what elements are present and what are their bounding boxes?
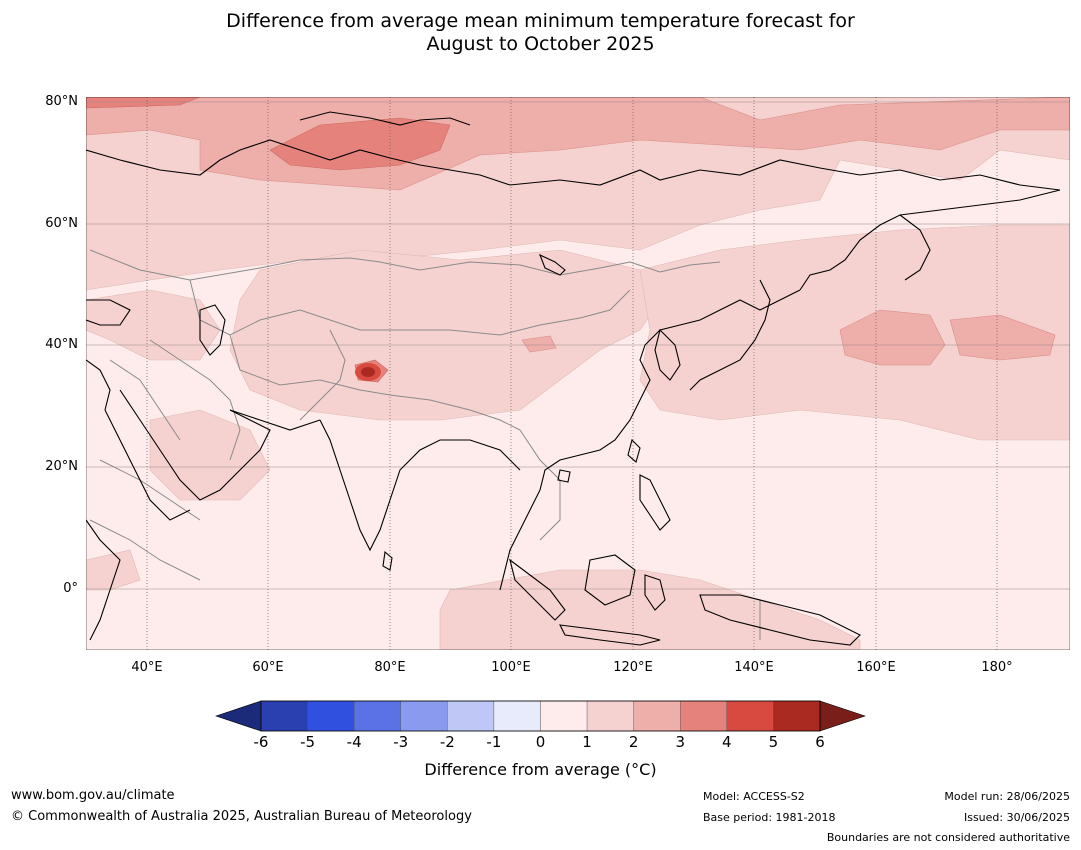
colorbar-tick-label: 3 (675, 733, 686, 751)
colorbar-cell (307, 700, 355, 732)
title-line-1: Difference from average mean minimum tem… (226, 10, 855, 32)
colorbar-cell (447, 700, 495, 732)
footer-model: Model: ACCESS-S2 (703, 790, 805, 803)
colorbar-cell (773, 700, 821, 732)
lon-label-100e: 100°E (491, 660, 531, 675)
colorbar-tick-label: 2 (628, 733, 639, 751)
country-boundaries (89, 249, 761, 640)
lat-label-80n: 80°N (45, 94, 78, 109)
lat-label-0: 0° (63, 581, 78, 596)
anomaly-hotspot (355, 363, 381, 381)
forecast-map (86, 97, 1070, 650)
lat-label-40n: 40°N (45, 337, 78, 352)
colorbar-outline (260, 700, 821, 732)
chart-title: Difference from average mean minimum tem… (0, 10, 1081, 56)
colorbar-tick-label: -6 (253, 733, 269, 751)
colorbar-cell (400, 700, 448, 732)
colorbar-cell (540, 700, 588, 732)
footer-disclaimer: Boundaries are not considered authoritat… (826, 831, 1070, 844)
lon-label-60e: 60°E (252, 660, 284, 675)
lat-label-60n: 60°N (45, 216, 78, 231)
latitude-gridlines (86, 101, 1070, 590)
coastlines (86, 111, 1061, 646)
colorbar-tick-label: -4 (346, 733, 362, 751)
colorbar-tick-label: -5 (300, 733, 316, 751)
footer-base-period: Base period: 1981-2018 (703, 811, 836, 824)
colorbar-tick-label: -1 (486, 733, 502, 751)
footer-model-run: Model run: 28/06/2025 (944, 790, 1070, 803)
longitude-gridlines (146, 97, 998, 650)
colorbar-cell (726, 700, 774, 732)
colorbar-tick-label: 0 (535, 733, 546, 751)
colorbar-tick-label: -3 (393, 733, 409, 751)
colorbar-tick-label: 1 (582, 733, 592, 751)
lon-label-160e: 160°E (856, 660, 896, 675)
lon-label-80e: 80°E (374, 660, 406, 675)
lon-label-180: 180° (981, 660, 1013, 675)
colorbar-cell (680, 700, 728, 732)
colorbar-tick-label: 4 (722, 733, 732, 751)
anomaly-1-2-zones (86, 97, 1070, 650)
colorbar-tick-label: -2 (439, 733, 455, 751)
footer-copyright: © Commonwealth of Australia 2025, Austra… (11, 809, 472, 824)
colorbar-cell (260, 700, 308, 732)
lon-label-120e: 120°E (613, 660, 653, 675)
colorbar-cell (353, 700, 401, 732)
colorbar-tick-label: 6 (815, 733, 825, 751)
footer-url[interactable]: www.bom.gov.au/climate (11, 788, 175, 803)
lat-label-20n: 20°N (45, 459, 78, 474)
colorbar-tick-label: 5 (768, 733, 779, 751)
colorbar-extend-low (215, 700, 262, 732)
legend-title: Difference from average (°C) (424, 760, 657, 779)
lon-label-40e: 40°E (131, 660, 163, 675)
colorbar-cell (493, 700, 541, 732)
anomaly-3-4-zones (86, 97, 451, 383)
colorbar-cell (633, 700, 681, 732)
title-line-2: August to October 2025 (426, 33, 655, 55)
footer-issued: Issued: 30/06/2025 (963, 811, 1070, 824)
colorbar-extend-high (819, 700, 866, 732)
lon-label-140e: 140°E (734, 660, 774, 675)
colorbar-cell (586, 700, 634, 732)
